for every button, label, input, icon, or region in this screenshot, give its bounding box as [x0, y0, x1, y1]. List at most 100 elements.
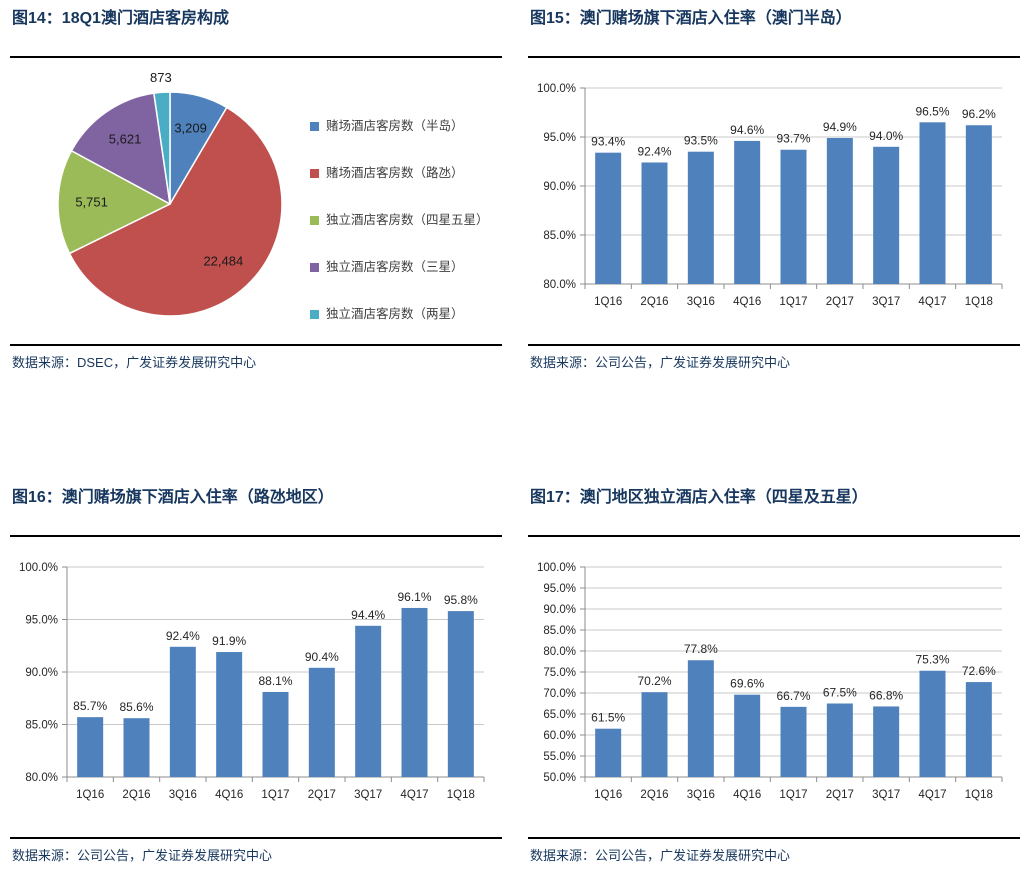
legend-item: 独立酒店客房数（两星）: [310, 306, 500, 323]
y-axis-label: 80.0%: [543, 646, 576, 658]
bar-value-label: 94.6%: [730, 123, 764, 137]
figure-source-fig17: 数据来源：公司公告，广发证券发展研究中心: [530, 848, 791, 863]
x-category-label: 3Q17: [872, 296, 900, 308]
y-axis-label: 75.0%: [543, 667, 576, 679]
legend-item: 独立酒店客房数（三星）: [310, 259, 500, 276]
figure-title-fig14: 图14：18Q1澳门酒店客房构成: [12, 10, 229, 27]
bar-chart-svg: 50.0% 55.0% 60.0% 65.0% 70.0% 75.0% 80.0% 85.0%…: [537, 562, 1003, 801]
pie-slice-label: 5,751: [75, 195, 108, 210]
x-category-label: 2Q17: [308, 789, 336, 801]
x-category-label: 3Q16: [687, 296, 715, 308]
legend-item: 独立酒店客房数（四星五星）: [310, 212, 500, 229]
bar-value-label: 90.4%: [305, 650, 339, 664]
x-category-label: 3Q17: [354, 789, 382, 801]
bar-value-label: 94.9%: [823, 120, 857, 134]
bar-value-label: 96.2%: [962, 107, 996, 121]
x-category-label: 2Q17: [826, 296, 854, 308]
y-axis-label: 100.0%: [537, 83, 576, 95]
x-category-label: 2Q16: [122, 789, 150, 801]
pie-slice-label: 3,209: [174, 120, 207, 135]
y-axis-label: 85.0%: [25, 720, 58, 732]
x-category-label: 1Q18: [965, 789, 993, 801]
bar-1Q16: [77, 717, 104, 777]
x-category-label: 1Q17: [779, 789, 807, 801]
pie-chart-svg: 3,209 22,484 5,751 5,621 873: [57, 70, 283, 317]
y-axis-label: 80.0%: [25, 772, 58, 784]
bar-3Q16: [687, 660, 714, 777]
bar-value-label: 85.7%: [73, 699, 107, 713]
x-category-label: 3Q16: [169, 789, 197, 801]
title-rule: [10, 56, 502, 58]
bar-chart-svg: 80.0% 85.0% 90.0% 95.0% 100.0% 85.7% 1Q16 85.6%…: [19, 562, 485, 801]
y-axis-label: 100.0%: [537, 562, 576, 574]
figure-title-fig17: 图17：澳门地区独立酒店入住率（四星及五星）: [530, 489, 868, 506]
bar-1Q18: [447, 611, 474, 777]
bar-4Q17: [919, 670, 946, 777]
x-category-label: 3Q16: [687, 789, 715, 801]
bar-value-label: 96.1%: [397, 590, 431, 604]
bar-2Q17: [308, 667, 335, 777]
source-rule: [528, 837, 1020, 839]
legend-item: 赌场酒店客房数（路氹）: [310, 165, 500, 182]
bar-1Q18: [965, 682, 992, 777]
y-axis-label: 95.0%: [543, 132, 576, 144]
bar-value-label: 92.4%: [637, 144, 671, 158]
title-rule: [528, 56, 1020, 58]
x-category-label: 4Q16: [733, 789, 761, 801]
legend-marker-icon: [310, 216, 319, 225]
bar-3Q17: [355, 625, 382, 777]
y-axis-label: 95.0%: [543, 583, 576, 595]
pie-legend: 赌场酒店客房数（半岛） 赌场酒店客房数（路氹） 独立酒店客房数（四星五星） 独立酒店客…: [310, 118, 500, 323]
bar-value-label: 66.8%: [869, 688, 903, 702]
panel-fig17: 图17：澳门地区独立酒店入住率（四星及五星） 50.0% 55.0% 60.0% 65…: [528, 487, 1020, 864]
figures-row-bottom: 图16：澳门赌场旗下酒店入住率（路氹地区） 80.0% 85.0% 90.0% 95.…: [0, 487, 1032, 864]
bar-value-label: 94.4%: [351, 608, 385, 622]
x-category-label: 4Q16: [733, 296, 761, 308]
bar-value-label: 85.6%: [119, 700, 153, 714]
bar-3Q16: [687, 151, 714, 284]
bar-value-label: 88.1%: [258, 674, 292, 688]
bar-value-label: 67.5%: [823, 686, 857, 700]
bar-value-label: 70.2%: [637, 674, 671, 688]
x-category-label: 1Q17: [261, 789, 289, 801]
legend-item: 赌场酒店客房数（半岛）: [310, 118, 500, 135]
bar-2Q16: [641, 162, 668, 284]
y-axis-label: 70.0%: [543, 688, 576, 700]
legend-marker-icon: [310, 122, 319, 131]
bar-4Q16: [216, 652, 243, 777]
bar-value-label: 96.5%: [915, 104, 949, 118]
figure-source-fig16: 数据来源：公司公告，广发证券发展研究中心: [12, 848, 273, 863]
bar-4Q16: [734, 140, 761, 284]
pie-slice-3: [70, 92, 171, 205]
bar-3Q16: [169, 646, 196, 777]
x-category-label: 1Q16: [594, 789, 622, 801]
figure-source-fig14: 数据来源：DSEC，广发证券发展研究中心: [12, 355, 257, 370]
y-axis-label: 80.0%: [543, 279, 576, 291]
figure-title-fig16: 图16：澳门赌场旗下酒店入住率（路氹地区）: [12, 489, 334, 506]
bar-1Q17: [780, 706, 807, 777]
legend-marker-icon: [310, 310, 319, 319]
bar-value-label: 61.5%: [591, 711, 625, 725]
y-axis-label: 85.0%: [543, 625, 576, 637]
bar-1Q16: [595, 728, 622, 777]
bar-4Q17: [919, 122, 946, 284]
y-axis-label: 85.0%: [543, 230, 576, 242]
x-category-label: 2Q16: [640, 296, 668, 308]
legend-label: 独立酒店客房数（三星）: [326, 260, 464, 274]
legend-label: 独立酒店客房数（两星）: [326, 307, 464, 321]
pie-slice-1: [68, 106, 283, 317]
bar-value-label: 93.5%: [684, 134, 718, 148]
y-axis-label: 55.0%: [543, 751, 576, 763]
legend-label: 独立酒店客房数（四星五星）: [326, 213, 489, 227]
bar-chart-fig15: 80.0% 85.0% 90.0% 95.0% 100.0% 93.4% 1Q16 92.4%…: [528, 58, 1020, 344]
bar-chart-fig16: 80.0% 85.0% 90.0% 95.0% 100.0% 85.7% 1Q16 85.6%…: [10, 537, 502, 837]
bar-2Q16: [123, 718, 150, 777]
y-axis-label: 60.0%: [543, 730, 576, 742]
x-category-label: 4Q16: [215, 789, 243, 801]
x-category-label: 1Q18: [965, 296, 993, 308]
y-axis-label: 90.0%: [25, 667, 58, 679]
figure-title-fig15: 图15：澳门赌场旗下酒店入住率（澳门半岛）: [530, 10, 852, 27]
panel-fig16: 图16：澳门赌场旗下酒店入住率（路氹地区） 80.0% 85.0% 90.0% 95.…: [10, 487, 502, 864]
bar-4Q16: [734, 694, 761, 777]
